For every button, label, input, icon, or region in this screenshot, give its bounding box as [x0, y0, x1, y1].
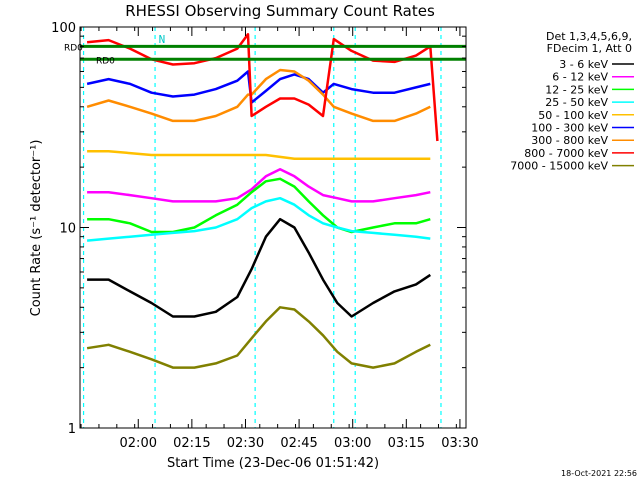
- y-tick-label: 1: [68, 422, 76, 437]
- legend-entry-label: 3 - 6 keV: [559, 58, 608, 71]
- legend-entry-label: 12 - 25 keV: [545, 83, 608, 96]
- legend-entry-label: 50 - 100 keV: [538, 109, 608, 122]
- series-line-4: [86, 196, 431, 242]
- legend-entry-label: 800 - 7000 keV: [524, 147, 608, 160]
- x-tick-label: 02:00: [120, 436, 157, 451]
- chart-title: RHESSI Observing Summary Count Rates: [125, 2, 435, 20]
- legend-entry-label: 6 - 12 keV: [552, 71, 608, 84]
- series-line-5: [87, 150, 431, 161]
- y-axis-label: Count Rate (s⁻¹ detector⁻¹): [29, 140, 44, 317]
- series-line-3: [87, 177, 431, 234]
- x-axis-label: Start Time (23-Dec-06 01:51:42): [167, 456, 379, 471]
- x-tick-label: 03:30: [441, 436, 478, 451]
- series-line-6: [86, 70, 431, 104]
- legend-header-line-1: Det 1,3,4,5,6,9,: [546, 30, 632, 43]
- y-tick-label: 100: [51, 21, 76, 36]
- series-line-7: [86, 68, 431, 123]
- saa-label: N: [159, 33, 166, 46]
- x-tick-label: 03:15: [388, 436, 425, 451]
- y-tick-label: 10: [59, 222, 76, 237]
- flag-label: RD0: [64, 43, 83, 53]
- legend-entry-label: 7000 - 15000 keV: [510, 160, 608, 173]
- legend-header-line-2: FDecim 1, Att 0: [547, 42, 632, 55]
- x-tick-label: 02:30: [227, 436, 264, 451]
- generation-timestamp: 18-Oct-2021 22:56: [561, 469, 637, 478]
- x-tick-label: 02:15: [173, 436, 210, 451]
- legend-entry-label: 25 - 50 keV: [545, 96, 608, 109]
- series-line-8: [86, 33, 439, 142]
- legend-entry-label: 100 - 300 keV: [531, 122, 608, 135]
- series-line-9: [86, 306, 431, 369]
- legend-entry-label: 300 - 800 keV: [531, 134, 608, 147]
- x-tick-label: 03:00: [334, 436, 371, 451]
- flag-label: RD0: [96, 56, 115, 66]
- series-line-2: [87, 168, 431, 203]
- x-tick-label: 02:45: [280, 436, 317, 451]
- series-line-1: [87, 217, 431, 318]
